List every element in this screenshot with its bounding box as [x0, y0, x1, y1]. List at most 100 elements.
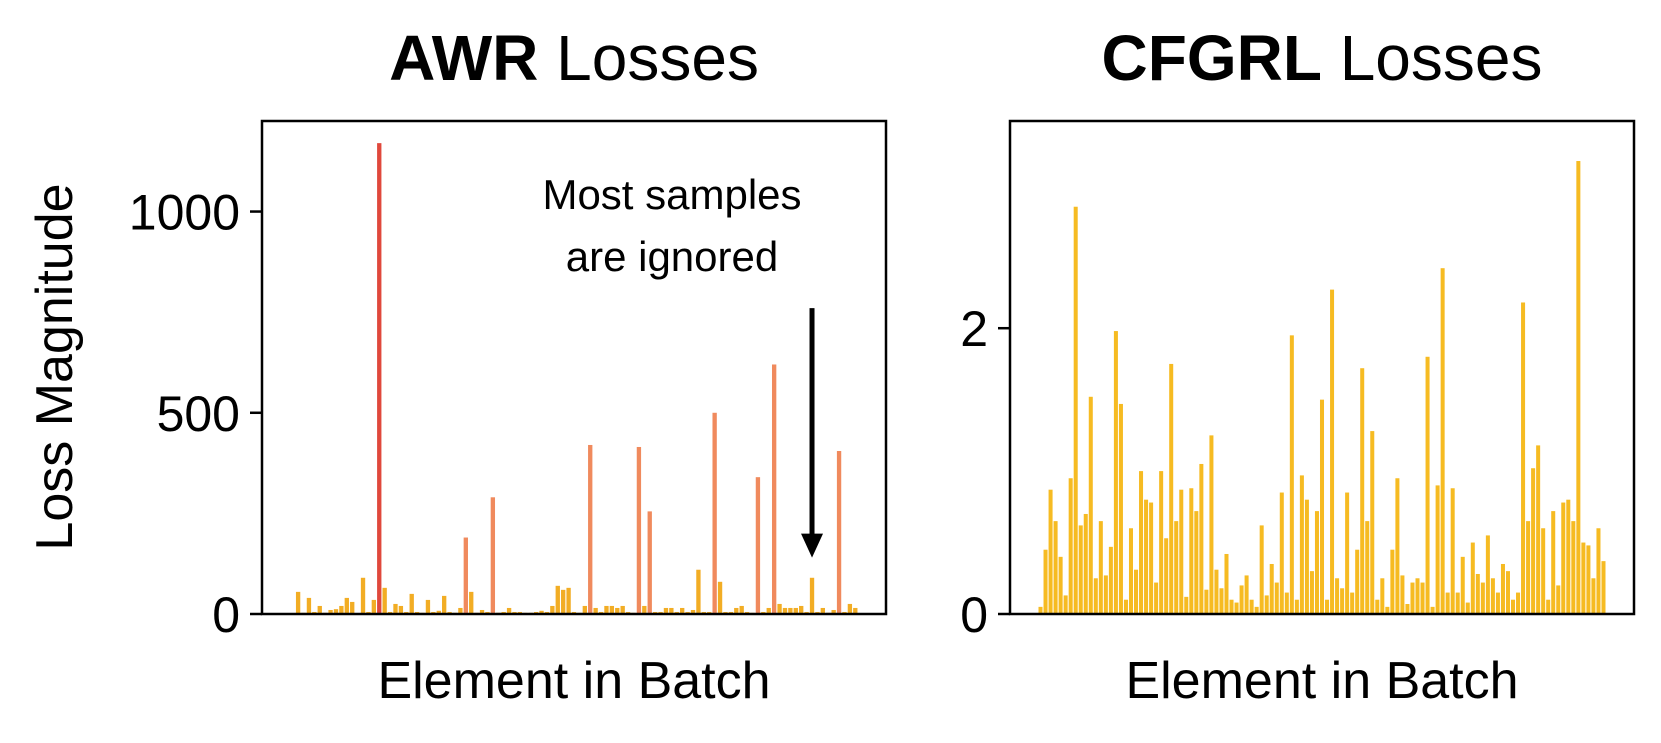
cfgrl-bar: [1164, 538, 1169, 614]
cfgrl-bar: [1571, 521, 1576, 614]
awr-bar: [360, 577, 366, 614]
cfgrl-bar: [1244, 575, 1249, 614]
awr-bar: [755, 477, 761, 614]
cfgrl-x-axis-label: Element in Batch: [1125, 652, 1518, 710]
awr-bar: [620, 605, 625, 614]
cfgrl-bar: [1395, 478, 1400, 614]
cfgrl-bar: [1591, 578, 1596, 614]
cfgrl-bar: [1596, 528, 1601, 614]
awr-bar: [566, 587, 571, 614]
awr-bar: [604, 605, 609, 614]
cfgrl-bar: [1536, 445, 1541, 614]
cfgrl-bar: [1385, 606, 1390, 614]
cfgrl-bar: [1209, 435, 1214, 614]
awr-bar: [609, 605, 615, 614]
awr-bar: [377, 143, 382, 614]
cfgrl-bar: [1465, 602, 1470, 614]
cfgrl-bar: [1224, 553, 1229, 614]
awr-bar: [490, 497, 496, 614]
awr-bar: [836, 451, 842, 614]
cfgrl-bar: [1425, 356, 1430, 614]
awr-bar: [588, 444, 593, 614]
cfgrl-bar: [1214, 569, 1219, 614]
awr-bar: [793, 607, 798, 614]
awr-bar: [398, 605, 404, 614]
cfgrl-bar: [1495, 592, 1500, 614]
cfgrl-bar: [1053, 521, 1058, 614]
cfgrl-bar: [1546, 599, 1551, 614]
cfgrl-bar: [1521, 302, 1526, 614]
awr-bar: [771, 364, 777, 614]
awr-bar: [409, 593, 414, 614]
cfgrl-bar: [1586, 545, 1591, 614]
awr-bar: [306, 597, 312, 614]
cfgrl-bar: [1370, 431, 1375, 614]
awr-bars: [295, 143, 858, 614]
awr-title-bold: AWR: [389, 22, 538, 94]
cfgrl-bar: [1581, 542, 1586, 614]
awr-bar: [371, 599, 377, 614]
awr-bar: [555, 585, 560, 614]
cfgrl-bar: [1410, 582, 1415, 614]
cfgrl-bar: [1551, 511, 1556, 614]
awr-bar: [831, 609, 836, 614]
cfgrl-bar: [1420, 582, 1425, 614]
cfgrl-bar: [1098, 521, 1103, 614]
cfgrl-bar: [1330, 289, 1335, 614]
cfgrl-bar: [1400, 575, 1405, 614]
cfgrl-title-bold: CFGRL: [1102, 22, 1322, 94]
y-axis-label: Loss Magnitude: [26, 183, 84, 550]
cfgrl-bar: [1249, 599, 1254, 614]
awr-bar: [690, 609, 696, 614]
cfgrl-bar: [1531, 468, 1536, 614]
cfgrl-bar: [1475, 573, 1480, 614]
cfgrl-bar: [1304, 499, 1309, 614]
awr-bar: [739, 605, 744, 614]
awr-bar: [382, 587, 387, 614]
cfgrl-bar: [1219, 588, 1224, 614]
awr-chart: AWR Losses 0 500 1000 Element in Batch Los…: [26, 22, 888, 710]
cfgrl-bar: [1450, 488, 1455, 614]
cfgrl-bar: [1184, 596, 1189, 614]
awr-bar: [766, 607, 771, 614]
awr-y-tick-label: 1000: [129, 185, 240, 241]
awr-bar: [463, 537, 468, 614]
cfgrl-bar: [1199, 463, 1204, 614]
awr-bar: [847, 603, 853, 614]
cfgrl-bar: [1390, 549, 1395, 614]
cfgrl-bar: [1043, 549, 1048, 614]
awr-bar: [393, 603, 398, 614]
cfgrl-bar: [1113, 331, 1118, 614]
awr-bar: [339, 605, 344, 614]
cfgrl-bar: [1108, 546, 1113, 614]
cfgrl-bar: [1154, 582, 1159, 614]
awr-bar: [809, 577, 815, 614]
cfgrl-chart: CFGRL Losses 0 2 Element in Batch: [960, 22, 1636, 710]
awr-y-tick-label: 500: [157, 386, 240, 442]
cfgrl-y-tick-label: 0: [960, 587, 988, 643]
cfgrl-bar: [1259, 525, 1264, 614]
awr-bar: [799, 605, 804, 614]
cfgrl-bar: [1159, 471, 1164, 614]
cfgrl-bar: [1118, 403, 1123, 614]
cfgrl-bar: [1149, 502, 1154, 614]
cfgrl-bar: [1365, 521, 1370, 614]
cfgrl-bar: [1485, 535, 1490, 614]
cfgrl-bar: [1319, 399, 1325, 614]
cfgrl-bar: [1355, 549, 1360, 614]
cfgrl-bar: [1490, 578, 1495, 614]
cfgrl-bar: [1264, 595, 1269, 614]
awr-bar: [479, 609, 485, 614]
cfgrl-bar: [1460, 556, 1465, 614]
awr-bar: [642, 605, 647, 614]
awr-bar: [696, 569, 701, 614]
awr-x-axis-label: Element in Batch: [377, 652, 770, 710]
cfgrl-bar: [1144, 499, 1149, 614]
cfgrl-bar: [1541, 528, 1546, 614]
cfgrl-chart-title: CFGRL Losses: [1102, 22, 1543, 94]
awr-bar: [539, 610, 544, 614]
cfgrl-bar: [1068, 478, 1073, 614]
cfgrl-y-tick-label: 2: [960, 301, 988, 357]
awr-plot-frame: [260, 119, 888, 616]
cfgrl-bar: [1169, 363, 1174, 614]
